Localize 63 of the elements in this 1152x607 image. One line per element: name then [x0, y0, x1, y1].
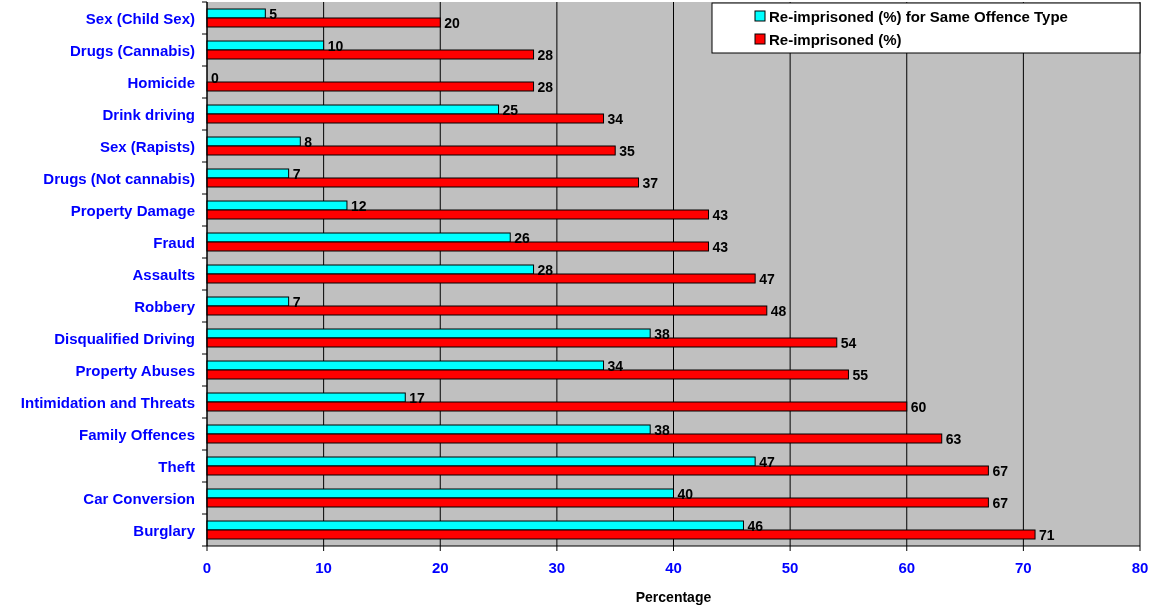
y-tick-label: Intimidation and Threats: [20, 393, 195, 411]
x-tick-label: 0: [202, 558, 212, 576]
data-label: 17: [409, 389, 426, 406]
x-tick-label: 60: [898, 558, 916, 576]
data-label: 8: [304, 133, 313, 150]
y-tick-label: Robbery: [134, 297, 196, 315]
x-tick-label: 10: [315, 558, 332, 576]
data-label: 34: [607, 357, 624, 374]
legend-label: Re-imprisoned (%) for Same Offence Type: [769, 7, 1068, 25]
data-label: 25: [502, 101, 519, 118]
data-label: 7: [292, 293, 301, 310]
data-label: 54: [840, 334, 857, 351]
y-tick-label: Car Conversion: [83, 489, 195, 507]
x-tick-label: 50: [781, 558, 799, 576]
data-label: 63: [945, 430, 962, 447]
x-tick-label: 20: [431, 558, 449, 576]
data-label: 43: [712, 238, 729, 255]
data-label: 67: [992, 494, 1009, 511]
y-tick-label: Sex (Child Sex): [85, 9, 195, 27]
y-tick-label: Property Damage: [70, 201, 195, 219]
data-label: 46: [747, 517, 764, 534]
y-tick-label: Drugs (Not cannabis): [43, 169, 195, 187]
data-label: 47: [759, 270, 775, 287]
data-label: 10: [327, 37, 344, 54]
data-label: 43: [712, 206, 729, 223]
data-label: 26: [514, 229, 531, 246]
x-tick-label: 40: [665, 558, 682, 576]
data-label: 28: [537, 78, 554, 95]
x-tick-label: 70: [1015, 558, 1032, 576]
y-tick-label: Sex (Rapists): [99, 137, 195, 155]
data-label: 38: [654, 325, 670, 342]
x-tick-label: 30: [548, 558, 566, 576]
data-label: 34: [607, 110, 624, 127]
data-label: 55: [852, 366, 869, 383]
data-label: 37: [642, 174, 659, 191]
x-tick-label: 80: [1131, 558, 1149, 576]
y-tick-label: Fraud: [153, 233, 195, 251]
y-tick-label: Burglary: [133, 521, 196, 539]
y-tick-label: Disqualified Driving: [54, 329, 195, 347]
data-label: 47: [759, 453, 775, 470]
y-tick-label: Family Offences: [79, 425, 195, 443]
data-label: 40: [677, 485, 694, 502]
data-label: 28: [537, 46, 554, 63]
data-label: 71: [1039, 526, 1055, 543]
data-label: 0: [211, 69, 219, 86]
y-tick-label: Drugs (Cannabis): [69, 41, 195, 59]
data-label: 67: [992, 462, 1009, 479]
data-label: 38: [654, 421, 670, 438]
data-label: 7: [292, 165, 301, 182]
data-label: 5: [269, 5, 278, 22]
y-tick-label: Assaults: [132, 265, 195, 283]
data-label: 12: [350, 197, 367, 214]
data-label: 35: [619, 142, 635, 159]
x-axis-title: Percentage: [635, 589, 712, 605]
y-tick-label: Property Abuses: [75, 361, 195, 379]
y-tick-label: Homicide: [127, 73, 195, 91]
data-label: 48: [770, 302, 787, 319]
data-label: 60: [910, 398, 927, 415]
y-tick-label: Drink driving: [102, 105, 195, 123]
data-label: 28: [537, 261, 554, 278]
legend-label: Re-imprisoned (%): [769, 30, 902, 48]
y-tick-label: Theft: [158, 457, 195, 475]
data-label: 20: [444, 14, 461, 31]
